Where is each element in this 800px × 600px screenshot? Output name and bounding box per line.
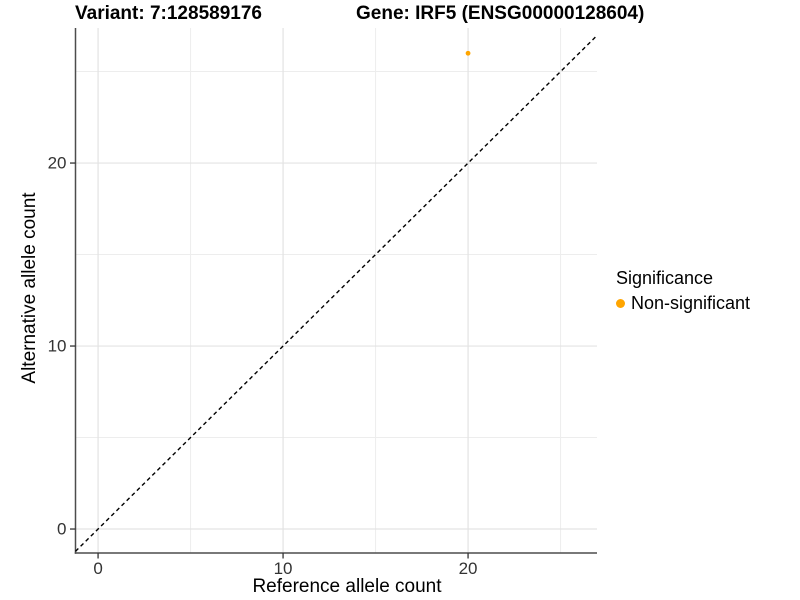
legend-item-label: Non-significant xyxy=(631,293,751,313)
x-tick-label: 20 xyxy=(459,559,478,578)
y-tick-label: 20 xyxy=(48,154,67,173)
data-point xyxy=(465,50,471,56)
x-tick-label: 10 xyxy=(274,559,293,578)
x-axis-title: Reference allele count xyxy=(252,576,442,597)
y-tick-label: 0 xyxy=(57,520,66,539)
x-tick-label: 0 xyxy=(93,559,102,578)
y-tick-label: 10 xyxy=(48,337,67,356)
plot-title-gene: Gene: IRF5 (ENSG00000128604) xyxy=(356,3,645,24)
legend-title: Significance xyxy=(616,268,714,288)
identity-dashed-line xyxy=(75,35,598,552)
legend: Significance Non-significant xyxy=(616,268,750,314)
plot-title-variant: Variant: 7:128589176 xyxy=(75,3,262,24)
legend-item-non-significant: Non-significant xyxy=(616,293,750,314)
y-axis-title: Alternative allele count xyxy=(19,192,40,384)
legend-point-icon xyxy=(616,299,625,308)
